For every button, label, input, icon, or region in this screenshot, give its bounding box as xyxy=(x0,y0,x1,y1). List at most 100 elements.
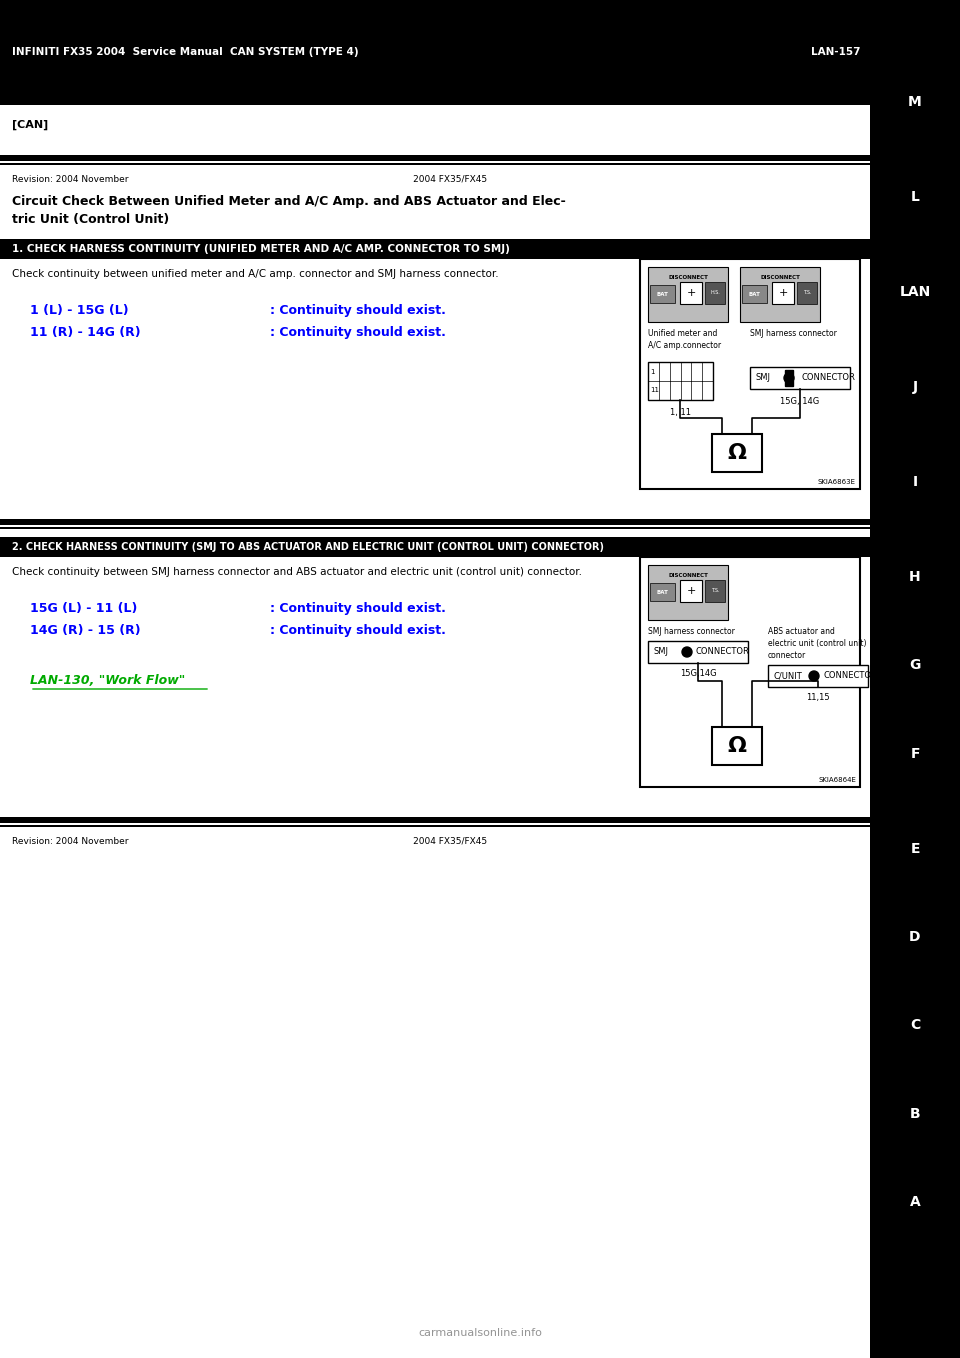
Bar xyxy=(712,435,762,473)
Text: Revision: 2004 November                                                         : Revision: 2004 November xyxy=(12,837,487,846)
Text: +: + xyxy=(779,288,788,297)
Text: LAN-130, "Work Flow": LAN-130, "Work Flow" xyxy=(30,674,185,687)
Bar xyxy=(785,369,793,386)
Text: 14G (R) - 15 (R): 14G (R) - 15 (R) xyxy=(30,623,140,637)
Text: C/UNIT: C/UNIT xyxy=(773,671,802,680)
Bar xyxy=(712,727,762,765)
Text: DISCONNECT: DISCONNECT xyxy=(760,276,800,280)
Bar xyxy=(740,268,820,322)
Text: G: G xyxy=(909,659,921,672)
Text: : Continuity should exist.: : Continuity should exist. xyxy=(270,326,445,340)
Text: J: J xyxy=(912,380,918,394)
Text: connector: connector xyxy=(768,650,806,660)
Text: Unified meter and: Unified meter and xyxy=(648,329,717,338)
Text: 1: 1 xyxy=(650,368,655,375)
Text: DISCONNECT: DISCONNECT xyxy=(668,276,708,280)
Text: Check continuity between SMJ harness connector and ABS actuator and electric uni: Check continuity between SMJ harness con… xyxy=(12,568,582,577)
Bar xyxy=(0,239,870,259)
Bar xyxy=(797,282,817,304)
Text: [CAN]: [CAN] xyxy=(12,120,48,130)
Text: 15G, 14G: 15G, 14G xyxy=(780,397,820,406)
Text: Ω: Ω xyxy=(728,443,747,463)
Text: CONNECTOR: CONNECTOR xyxy=(696,648,750,656)
Text: carmanualsonline.info: carmanualsonline.info xyxy=(418,1328,542,1338)
Text: SMJ: SMJ xyxy=(653,648,668,656)
Text: 11: 11 xyxy=(650,387,659,394)
Bar xyxy=(650,285,675,303)
Bar xyxy=(750,367,850,388)
Bar xyxy=(0,818,870,823)
Text: 1. CHECK HARNESS CONTINUITY (UNIFIED METER AND A/C AMP. CONNECTOR TO SMJ): 1. CHECK HARNESS CONTINUITY (UNIFIED MET… xyxy=(12,244,510,254)
Bar xyxy=(680,580,702,602)
Bar xyxy=(648,565,728,621)
Circle shape xyxy=(784,373,794,383)
Text: CONNECTOR: CONNECTOR xyxy=(802,373,856,383)
Text: 2. CHECK HARNESS CONTINUITY (SMJ TO ABS ACTUATOR AND ELECTRIC UNIT (CONTROL UNIT: 2. CHECK HARNESS CONTINUITY (SMJ TO ABS … xyxy=(12,542,604,551)
Text: Check continuity between unified meter and A/C amp. connector and SMJ harness co: Check continuity between unified meter a… xyxy=(12,269,498,278)
Text: electric unit (control unit): electric unit (control unit) xyxy=(768,640,867,648)
Text: Circuit Check Between Unified Meter and A/C Amp. and ABS Actuator and Elec-: Circuit Check Between Unified Meter and … xyxy=(12,196,565,208)
Text: T.S.: T.S. xyxy=(710,588,719,593)
Text: A: A xyxy=(910,1195,921,1209)
Text: ABS actuator and: ABS actuator and xyxy=(768,627,835,636)
Text: BAT: BAT xyxy=(656,292,668,296)
Text: 1, 11: 1, 11 xyxy=(669,407,690,417)
Bar xyxy=(705,282,725,304)
Text: 15G,14G: 15G,14G xyxy=(680,669,716,678)
Text: H: H xyxy=(909,570,921,584)
Text: : Continuity should exist.: : Continuity should exist. xyxy=(270,602,445,615)
Text: BAT: BAT xyxy=(748,292,760,296)
Bar xyxy=(640,259,860,489)
Bar xyxy=(0,155,870,162)
Bar xyxy=(0,527,870,530)
Bar xyxy=(648,363,713,401)
Circle shape xyxy=(682,646,692,657)
Text: SMJ harness connector: SMJ harness connector xyxy=(648,627,734,636)
Text: B: B xyxy=(910,1107,921,1120)
Bar xyxy=(648,641,748,663)
Bar xyxy=(768,665,868,687)
Text: : Continuity should exist.: : Continuity should exist. xyxy=(270,623,445,637)
Text: SMJ: SMJ xyxy=(755,373,770,383)
Text: F: F xyxy=(910,747,920,760)
Text: L: L xyxy=(911,190,920,204)
Text: I: I xyxy=(912,475,918,489)
Text: SKIA6863E: SKIA6863E xyxy=(818,479,856,485)
Text: +: + xyxy=(686,587,696,596)
Bar xyxy=(0,536,870,557)
Bar xyxy=(640,557,860,788)
Text: DISCONNECT: DISCONNECT xyxy=(668,573,708,579)
Text: T.S.: T.S. xyxy=(803,291,811,296)
Text: A/C amp.connector: A/C amp.connector xyxy=(648,341,721,350)
Bar xyxy=(785,369,793,386)
Text: +: + xyxy=(686,288,696,297)
Text: CONNECTOR: CONNECTOR xyxy=(823,671,876,680)
Text: tric Unit (Control Unit): tric Unit (Control Unit) xyxy=(12,213,169,225)
Text: Revision: 2004 November                                                         : Revision: 2004 November xyxy=(12,175,487,183)
Text: : Continuity should exist.: : Continuity should exist. xyxy=(270,304,445,316)
Text: SMJ harness connector: SMJ harness connector xyxy=(750,329,837,338)
Text: 11,15: 11,15 xyxy=(806,693,829,702)
Text: LAN-157: LAN-157 xyxy=(810,48,860,57)
Text: D: D xyxy=(909,930,921,944)
Bar xyxy=(705,580,725,602)
Bar xyxy=(870,0,960,1358)
Bar xyxy=(0,519,870,526)
Text: C: C xyxy=(910,1018,920,1032)
Bar xyxy=(0,163,870,166)
Bar xyxy=(0,826,870,827)
Bar xyxy=(648,268,728,322)
Circle shape xyxy=(809,671,819,680)
Text: Ω: Ω xyxy=(728,736,747,756)
Bar xyxy=(0,0,870,105)
Text: INFINITI FX35 2004  Service Manual  CAN SYSTEM (TYPE 4): INFINITI FX35 2004 Service Manual CAN SY… xyxy=(12,48,359,57)
Text: H.S.: H.S. xyxy=(710,291,720,296)
Text: 1 (L) - 15G (L): 1 (L) - 15G (L) xyxy=(30,304,129,316)
Text: 11 (R) - 14G (R): 11 (R) - 14G (R) xyxy=(30,326,140,340)
Bar xyxy=(680,282,702,304)
Bar xyxy=(650,583,675,602)
Bar xyxy=(742,285,767,303)
Text: BAT: BAT xyxy=(656,589,668,595)
Bar xyxy=(772,282,794,304)
Text: M: M xyxy=(908,95,922,109)
